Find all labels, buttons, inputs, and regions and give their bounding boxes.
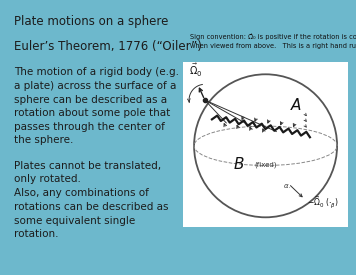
Text: $\vec{\Omega}_0$: $\vec{\Omega}_0$ <box>189 61 202 79</box>
Text: A: A <box>290 98 301 112</box>
Text: Also, any combinations of
rotations can be described as
some equivalent single
r: Also, any combinations of rotations can … <box>14 188 169 239</box>
Text: B: B <box>233 157 244 172</box>
Text: Plate motions on a sphere: Plate motions on a sphere <box>14 15 169 28</box>
Text: (fixed): (fixed) <box>255 161 277 168</box>
Text: The motion of a rigid body (e.g.
a plate) across the surface of a
sphere can be : The motion of a rigid body (e.g. a plate… <box>14 67 179 145</box>
FancyBboxPatch shape <box>183 62 348 227</box>
Text: Euler’s Theorem, 1776 (“Oiler”): Euler’s Theorem, 1776 (“Oiler”) <box>14 40 202 53</box>
Text: $-\vec{\Omega}_0$ $(\cdot_\beta)$: $-\vec{\Omega}_0$ $(\cdot_\beta)$ <box>307 194 339 210</box>
Text: when viewed from above.   This is a right hand rule.: when viewed from above. This is a right … <box>190 43 356 49</box>
Text: $\alpha_\cdot$: $\alpha_\cdot$ <box>283 182 291 189</box>
Text: Plates cannot be translated,
only rotated.: Plates cannot be translated, only rotate… <box>14 161 161 185</box>
Text: Sign convention: Ω̂₀ is positive if the rotation is counter-clockwise: Sign convention: Ω̂₀ is positive if the … <box>190 33 356 40</box>
